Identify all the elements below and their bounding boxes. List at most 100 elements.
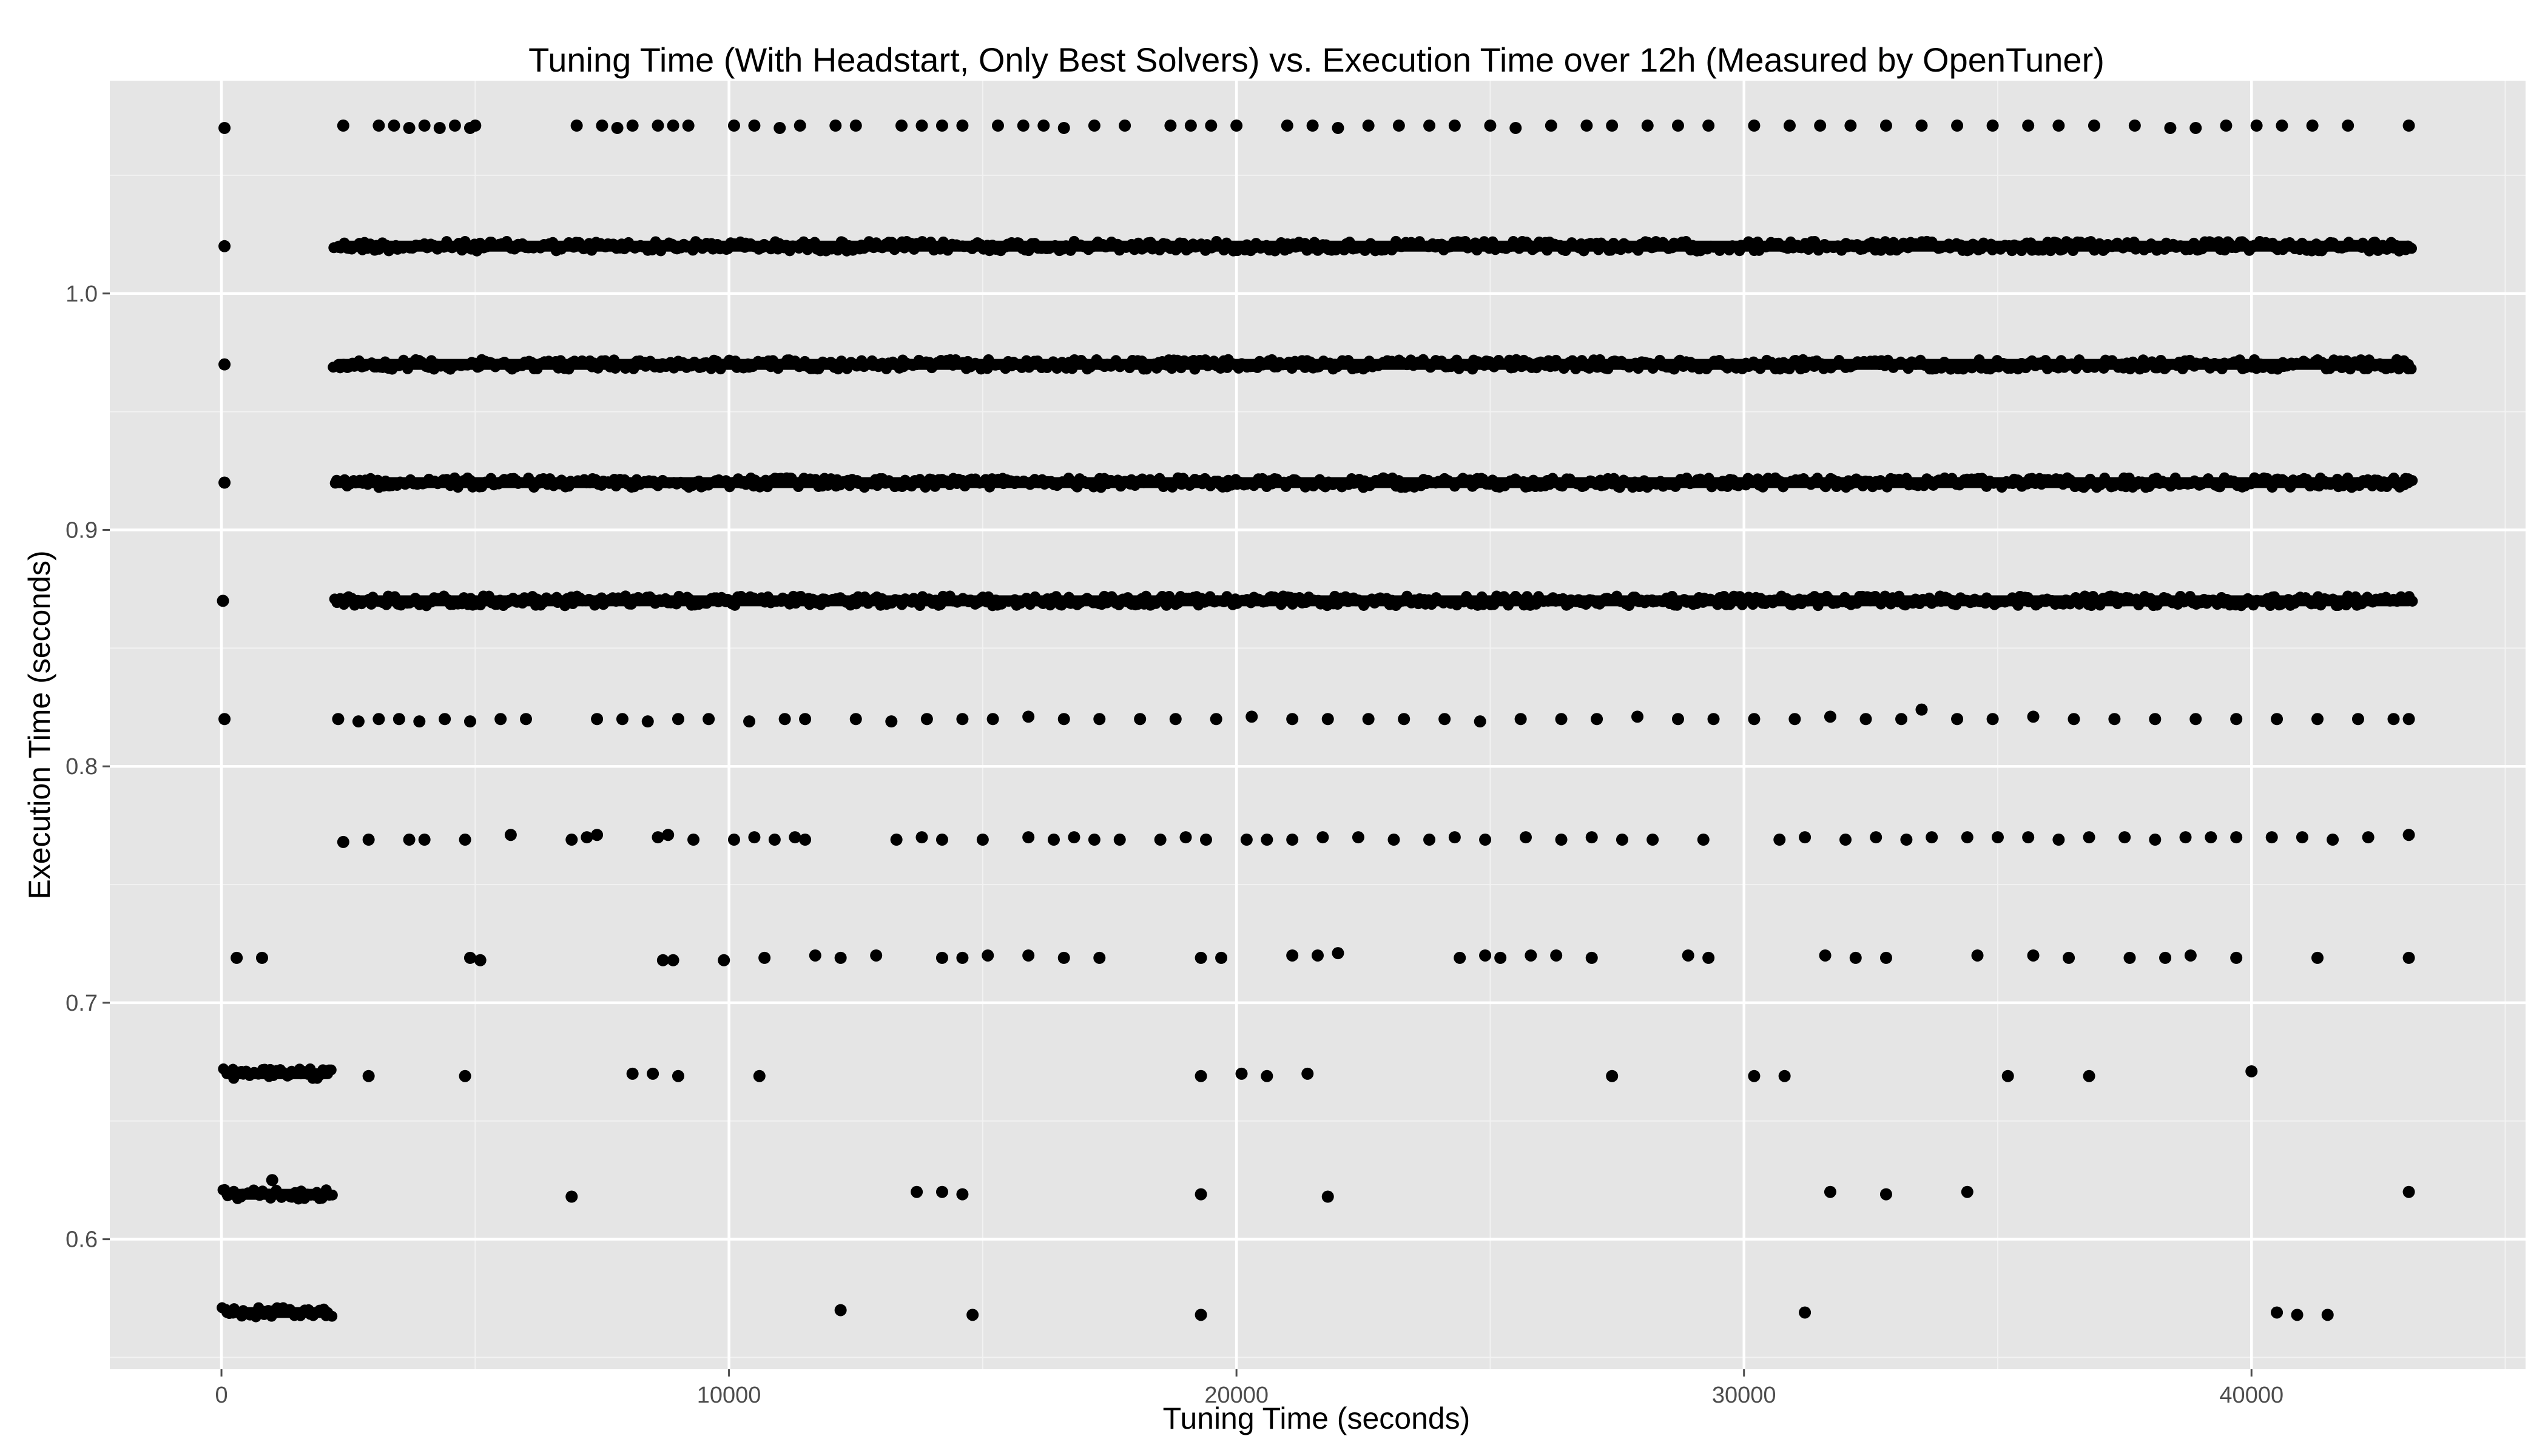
data-point xyxy=(1321,713,1334,726)
data-point xyxy=(504,829,517,841)
data-point xyxy=(2088,120,2100,132)
data-point xyxy=(393,713,405,726)
data-point xyxy=(1900,834,1913,846)
data-point xyxy=(956,120,969,132)
data-point xyxy=(1448,831,1461,844)
data-point xyxy=(915,831,928,844)
data-point xyxy=(662,829,675,841)
data-point xyxy=(2063,951,2075,964)
axes: 0 10000 20000 30000 40000 0.6 0.7 0.8 0.9 1.0 xyxy=(66,281,2283,1408)
data-point xyxy=(1519,831,1532,844)
data-point xyxy=(1286,949,1299,962)
data-point xyxy=(469,120,482,132)
data-point xyxy=(2230,831,2243,844)
data-point xyxy=(2149,713,2162,726)
data-point xyxy=(748,831,761,844)
band-point xyxy=(1275,599,1287,610)
data-point xyxy=(1454,951,1466,964)
data-point xyxy=(703,713,715,726)
data-point xyxy=(591,829,604,841)
data-point xyxy=(218,240,231,252)
data-point xyxy=(231,951,243,964)
data-point xyxy=(1951,713,1964,726)
y-tick-label: 1.0 xyxy=(66,281,98,307)
data-point xyxy=(581,831,593,844)
dense-band xyxy=(217,1302,338,1323)
data-point xyxy=(799,834,812,846)
data-point xyxy=(372,120,385,132)
data-point xyxy=(849,120,862,132)
data-point xyxy=(1682,949,1694,962)
data-point xyxy=(2230,951,2243,964)
data-point xyxy=(1591,713,1603,726)
data-point xyxy=(1281,120,1293,132)
data-point xyxy=(778,713,791,726)
data-point xyxy=(1423,120,1436,132)
data-point xyxy=(2083,1070,2095,1082)
data-point xyxy=(352,715,365,728)
data-point xyxy=(2402,951,2415,964)
data-point xyxy=(1088,120,1100,132)
data-point xyxy=(2159,951,2172,964)
data-point xyxy=(2250,120,2263,132)
data-point xyxy=(911,1185,923,1198)
data-point xyxy=(667,120,679,132)
data-point xyxy=(1641,120,1654,132)
data-point xyxy=(1951,120,1964,132)
data-point xyxy=(1494,951,1507,964)
data-point xyxy=(626,120,639,132)
data-point xyxy=(1362,713,1375,726)
data-point xyxy=(2230,713,2243,726)
data-point xyxy=(626,1067,639,1080)
data-point xyxy=(743,715,756,728)
data-point xyxy=(218,358,231,371)
data-point xyxy=(652,831,664,844)
data-point xyxy=(1773,834,1786,846)
data-point xyxy=(1057,951,1070,964)
data-point xyxy=(1839,834,1852,846)
data-point xyxy=(591,713,604,726)
data-point xyxy=(418,120,431,132)
data-point xyxy=(2362,831,2374,844)
data-point xyxy=(2189,121,2202,134)
data-point xyxy=(1555,713,1568,726)
data-point xyxy=(1205,120,1218,132)
data-point xyxy=(474,954,487,966)
data-point xyxy=(2184,949,2197,962)
band-point xyxy=(1881,481,1893,493)
data-point xyxy=(1895,713,1908,726)
data-point xyxy=(1580,120,1593,132)
data-point xyxy=(2311,713,2324,726)
band-point xyxy=(1820,481,1832,493)
data-point xyxy=(849,713,862,726)
data-points xyxy=(217,120,2415,1321)
band-point xyxy=(1718,590,1730,602)
data-point xyxy=(982,949,994,962)
band-point xyxy=(1667,590,1678,602)
data-point xyxy=(2327,834,2339,846)
data-point xyxy=(1824,710,1836,723)
data-point xyxy=(2027,710,2040,723)
band-point xyxy=(1724,599,1736,610)
data-point xyxy=(966,1309,979,1321)
data-point xyxy=(463,715,476,728)
data-point xyxy=(789,831,801,844)
band-point xyxy=(1784,363,1795,374)
data-point xyxy=(2265,831,2278,844)
data-point xyxy=(2052,120,2065,132)
data-point xyxy=(2205,831,2217,844)
x-axis-title: Tuning Time (seconds) xyxy=(1163,1401,1471,1435)
data-point xyxy=(1879,120,1892,132)
data-point xyxy=(337,835,349,848)
band-point xyxy=(1166,363,1178,374)
data-point xyxy=(616,713,629,726)
data-point xyxy=(433,121,446,134)
data-point xyxy=(768,834,781,846)
data-point xyxy=(494,713,507,726)
data-point xyxy=(2245,1065,2258,1077)
data-point xyxy=(727,834,740,846)
dense-bands xyxy=(217,235,2418,1323)
data-point xyxy=(2149,834,2162,846)
data-point xyxy=(1585,831,1598,844)
data-point xyxy=(1154,834,1167,846)
